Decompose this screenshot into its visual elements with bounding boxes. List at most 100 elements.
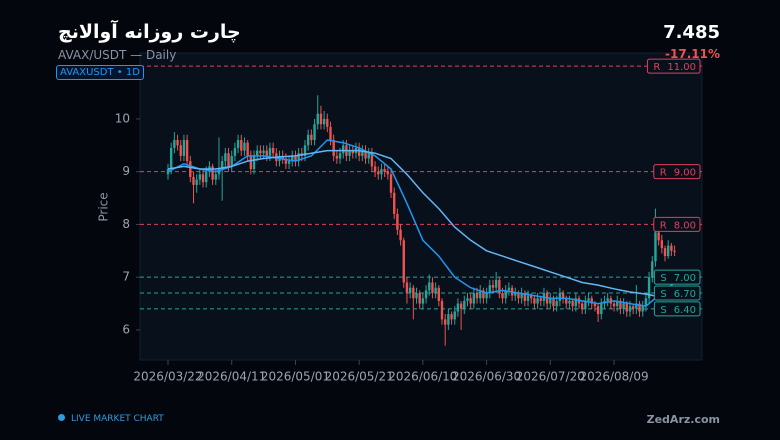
symbol-badge: AVAXUSDT • 1D [56, 65, 144, 80]
candle-body [596, 306, 600, 315]
candle-body [338, 153, 342, 159]
candle-body [590, 298, 593, 304]
candle-body [405, 282, 409, 294]
candle-body [240, 140, 243, 151]
y-tick-label: 8 [122, 217, 130, 231]
y-axis-label: Price [97, 192, 111, 221]
candle-body [555, 300, 558, 307]
x-tick-label: 2026/04/11 [197, 370, 266, 384]
candle-body [517, 293, 520, 299]
candle-body [211, 166, 214, 180]
candle-body [306, 134, 310, 146]
candle-body [593, 303, 597, 307]
candle-body [243, 142, 246, 151]
candle-body [660, 240, 664, 249]
candle-body [491, 285, 495, 288]
level-label-box [653, 164, 701, 180]
candle-body [641, 306, 644, 312]
level-label-box [646, 58, 701, 74]
candle-body [383, 169, 386, 172]
candle-body [322, 118, 326, 125]
level-tag: S [660, 289, 666, 300]
candle-body [587, 298, 590, 301]
level-label-text: S 6.40 [660, 305, 696, 316]
candle-body [380, 169, 383, 175]
x-tick-label: 2026/05/21 [325, 370, 394, 384]
y-tick-label: 9 [122, 164, 130, 178]
live-label: LIVE MARKET CHART [58, 414, 164, 424]
candle-body [386, 171, 390, 175]
candle-body [447, 314, 450, 325]
candle-body [402, 240, 405, 283]
candle-body [459, 303, 463, 309]
candle-body [185, 140, 189, 162]
candle-body [396, 213, 399, 230]
candle-body [230, 155, 233, 167]
candle-body [526, 295, 530, 301]
candle-body [348, 150, 351, 156]
candle-body [431, 282, 434, 294]
level-tag: R [660, 168, 667, 179]
candle-body [568, 300, 571, 304]
candle-body [494, 279, 498, 288]
level-value: 11.00 [667, 62, 696, 73]
level-value: 9.00 [674, 168, 696, 179]
candle-body [485, 293, 488, 299]
candle-body [488, 285, 491, 294]
candle-body [520, 293, 523, 299]
candle-body [657, 232, 660, 241]
candle-body [367, 153, 370, 159]
candle-body [246, 142, 249, 156]
level-tag: S [660, 305, 666, 316]
candle-body [415, 293, 418, 299]
candle-body [297, 153, 300, 162]
candle-body [635, 303, 638, 309]
candle-body [335, 155, 339, 159]
brand: ZedArz.com [646, 413, 720, 426]
live-text: LIVE MARKET CHART [71, 414, 164, 424]
candle-body [271, 147, 275, 154]
candle-body [179, 145, 182, 156]
candle-body [370, 153, 374, 167]
candle-body [472, 293, 476, 304]
candle-body [176, 140, 179, 146]
price: 7.485 [663, 22, 720, 43]
candle-body [453, 311, 456, 320]
candle-body [667, 245, 670, 257]
candle-body [332, 140, 335, 156]
level-value: 6.40 [674, 305, 696, 316]
candle-body [316, 113, 319, 125]
candle-body [501, 293, 504, 299]
candle-body [233, 147, 237, 156]
candle-body [584, 300, 587, 309]
candle-body [205, 171, 208, 183]
candle-body [329, 126, 332, 141]
candle-body [399, 229, 402, 241]
candle-body [173, 140, 176, 148]
candle-body [319, 113, 323, 125]
candle-body [294, 155, 297, 162]
candle-body [475, 293, 479, 299]
candle-body [259, 150, 262, 154]
candle-body [236, 140, 240, 148]
candle-body [220, 161, 224, 170]
candle-body [393, 192, 396, 214]
y-tick-label: 7 [122, 270, 130, 284]
candle-body [268, 147, 272, 156]
candle-body [418, 293, 421, 304]
candle-body [514, 293, 517, 296]
candle-body [357, 147, 361, 156]
candle-body [574, 298, 578, 307]
candle-body [482, 290, 485, 299]
candle-body [536, 298, 539, 304]
candle-body [600, 303, 603, 315]
level-value: 6.70 [674, 289, 696, 300]
candle-body [284, 158, 288, 164]
candle-body [612, 303, 616, 307]
candle-body [434, 287, 437, 294]
candle-body [469, 298, 472, 304]
candle-body [663, 248, 667, 257]
candle-body [287, 161, 291, 164]
candle-body [227, 153, 230, 167]
